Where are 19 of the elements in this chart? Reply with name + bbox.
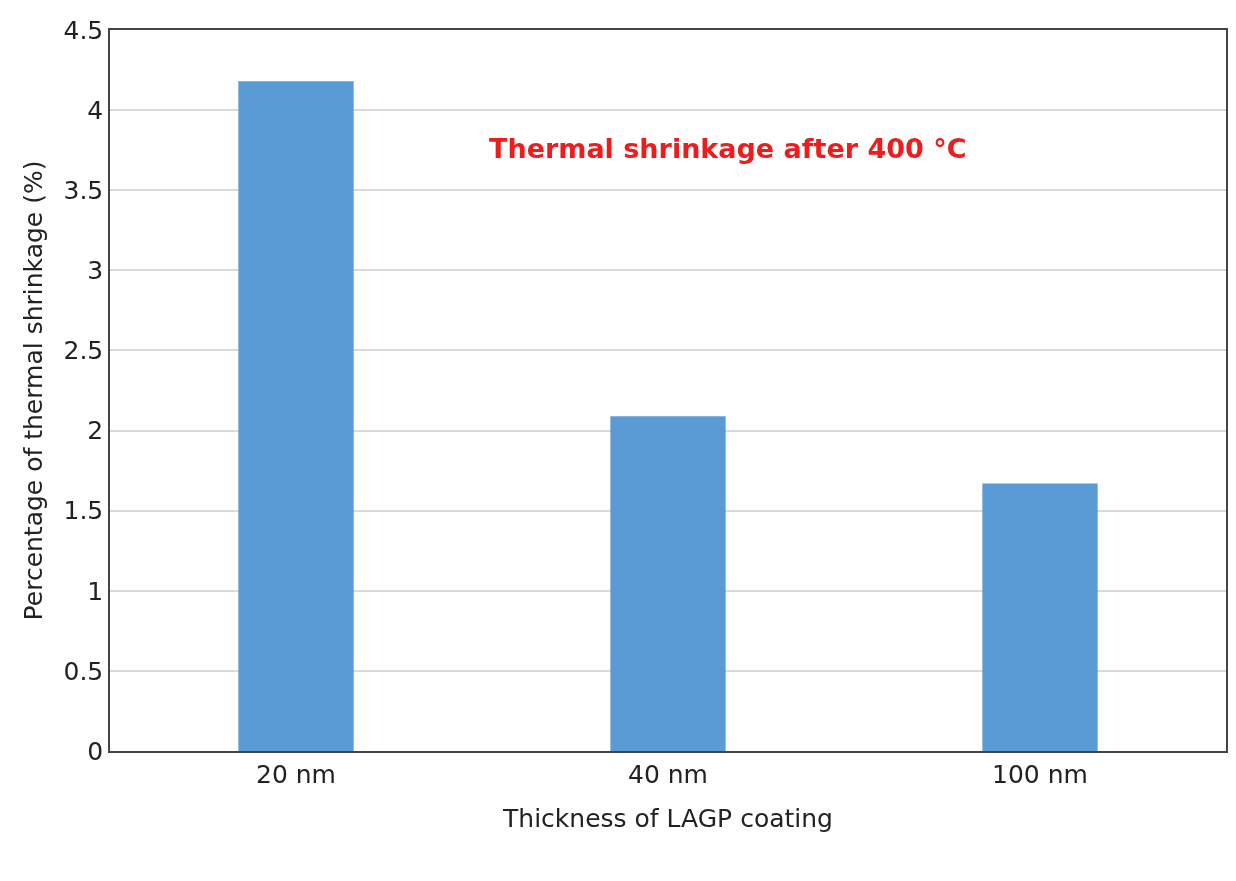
y-axis-title: Percentage of thermal shrinkage (%) — [18, 160, 48, 621]
x-axis-title: Thickness of LAGP coating — [502, 804, 833, 834]
y-tick-label: 0 — [87, 736, 104, 766]
x-tick-label: 20 nm — [256, 759, 336, 789]
y-tick-label: 4 — [87, 95, 104, 125]
y-tick-label: 0.5 — [63, 656, 104, 686]
bar — [982, 483, 1098, 751]
y-tick-label: 3 — [87, 256, 104, 286]
bar — [610, 416, 726, 751]
x-tick-label: 100 nm — [992, 759, 1088, 789]
x-tick-label: 40 nm — [628, 759, 708, 789]
y-tick-label: 4.5 — [63, 15, 104, 45]
y-tick-label: 3.5 — [63, 175, 104, 205]
annotation: Thermal shrinkage after 400 °C — [489, 133, 967, 164]
y-tick-label: 2.5 — [63, 336, 104, 366]
bar — [238, 81, 354, 751]
y-tick-label: 2 — [87, 416, 104, 446]
y-tick-label: 1.5 — [63, 496, 104, 526]
y-tick-label: 1 — [87, 576, 104, 606]
